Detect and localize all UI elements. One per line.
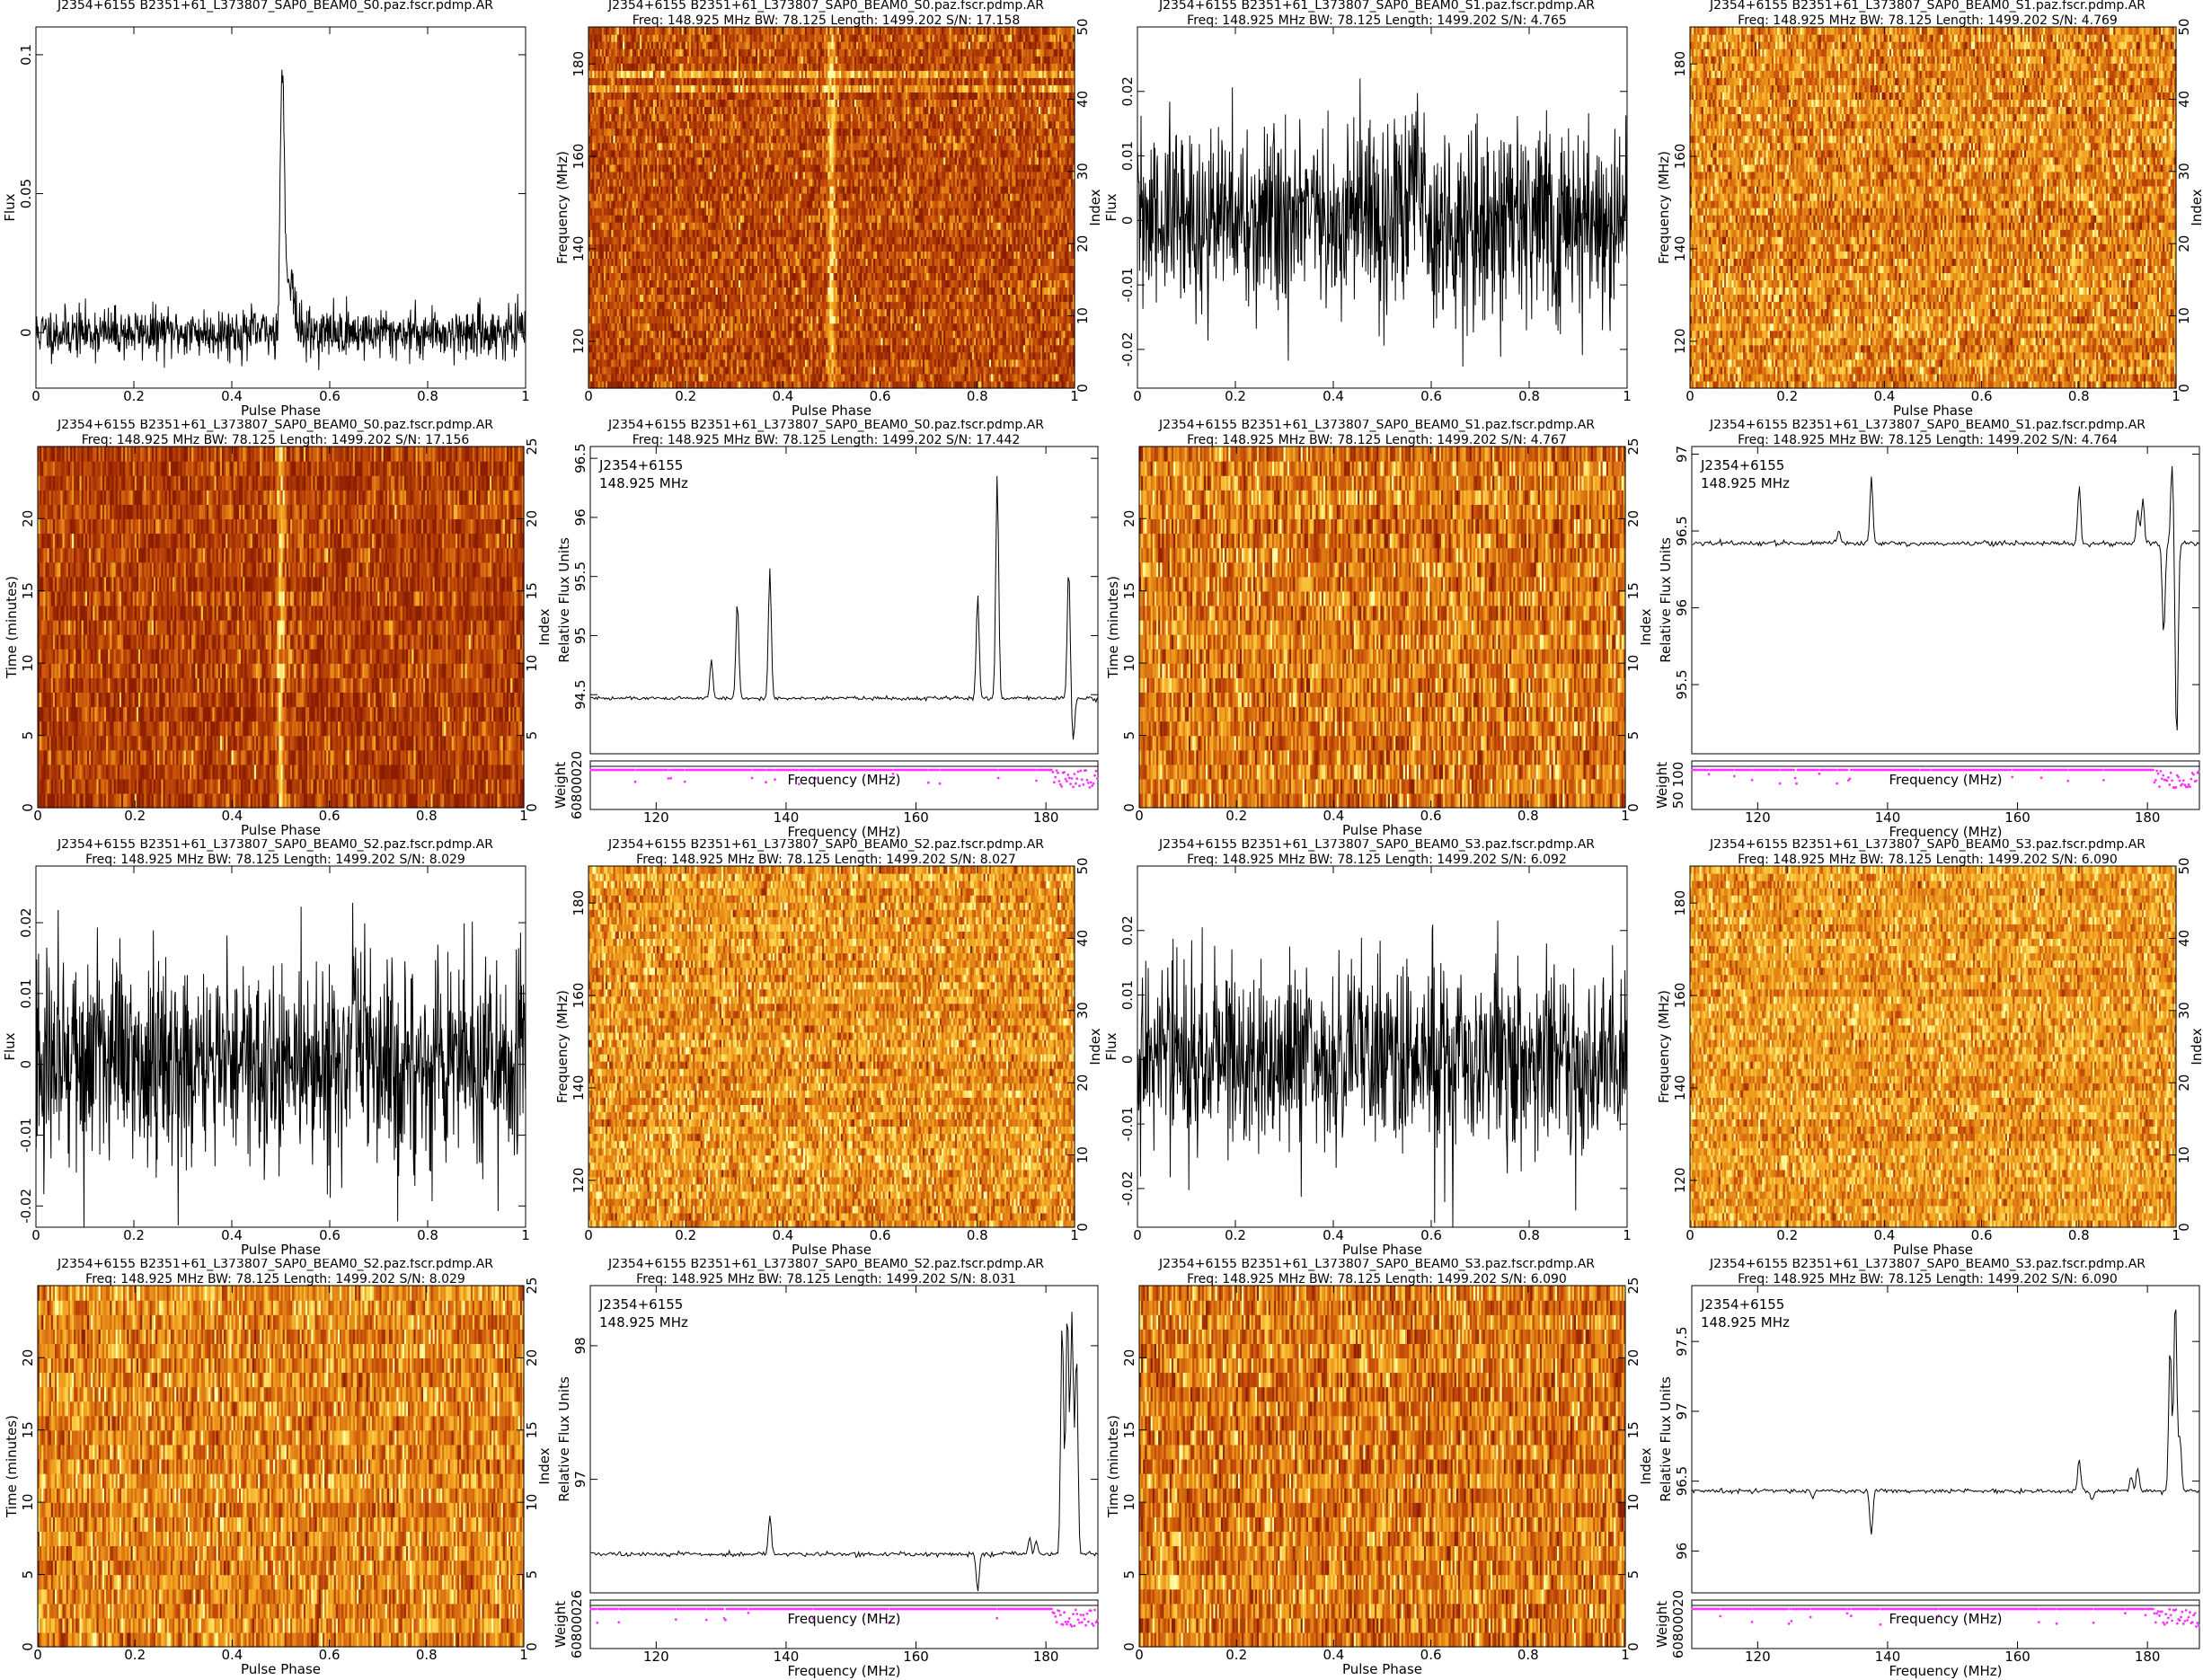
x-tick-label: 0.6 <box>319 388 341 404</box>
x-tick-label: 0 <box>31 388 40 404</box>
x-tick-label: 0.8 <box>417 388 438 404</box>
chart-svg-p00: J2354+6155 B2351+61_L373807_SAP0_BEAM0_S… <box>0 0 551 420</box>
y-tick-label: 0 <box>18 328 34 337</box>
chart-panel-p01: J2354+6155 B2351+61_L373807_SAP0_BEAM0_S… <box>551 0 1102 420</box>
x-tick-label: 0.4 <box>221 388 243 404</box>
profile-trace <box>36 70 525 370</box>
y-axis-label: Flux <box>2 193 18 221</box>
y-tick-label: 0.1 <box>18 44 34 66</box>
x-tick-label: 0.2 <box>123 388 145 404</box>
chart-svg-p01: J2354+6155 B2351+61_L373807_SAP0_BEAM0_S… <box>551 0 1102 420</box>
chart-panel-p00: J2354+6155 B2351+61_L373807_SAP0_BEAM0_S… <box>0 0 551 420</box>
chart-subtitle: Freq: 148.925 MHz BW: 78.125 Length: 149… <box>633 13 1021 28</box>
y-tick-label: 0.05 <box>18 179 34 208</box>
chart-title: J2354+6155 B2351+61_L373807_SAP0_BEAM0_S… <box>57 0 493 13</box>
heatmap-cells <box>588 27 1075 389</box>
x-tick-label: 1 <box>521 388 530 404</box>
chart-title: J2354+6155 B2351+61_L373807_SAP0_BEAM0_S… <box>607 0 1044 13</box>
x-axis-label: Pulse Phase <box>241 402 321 419</box>
